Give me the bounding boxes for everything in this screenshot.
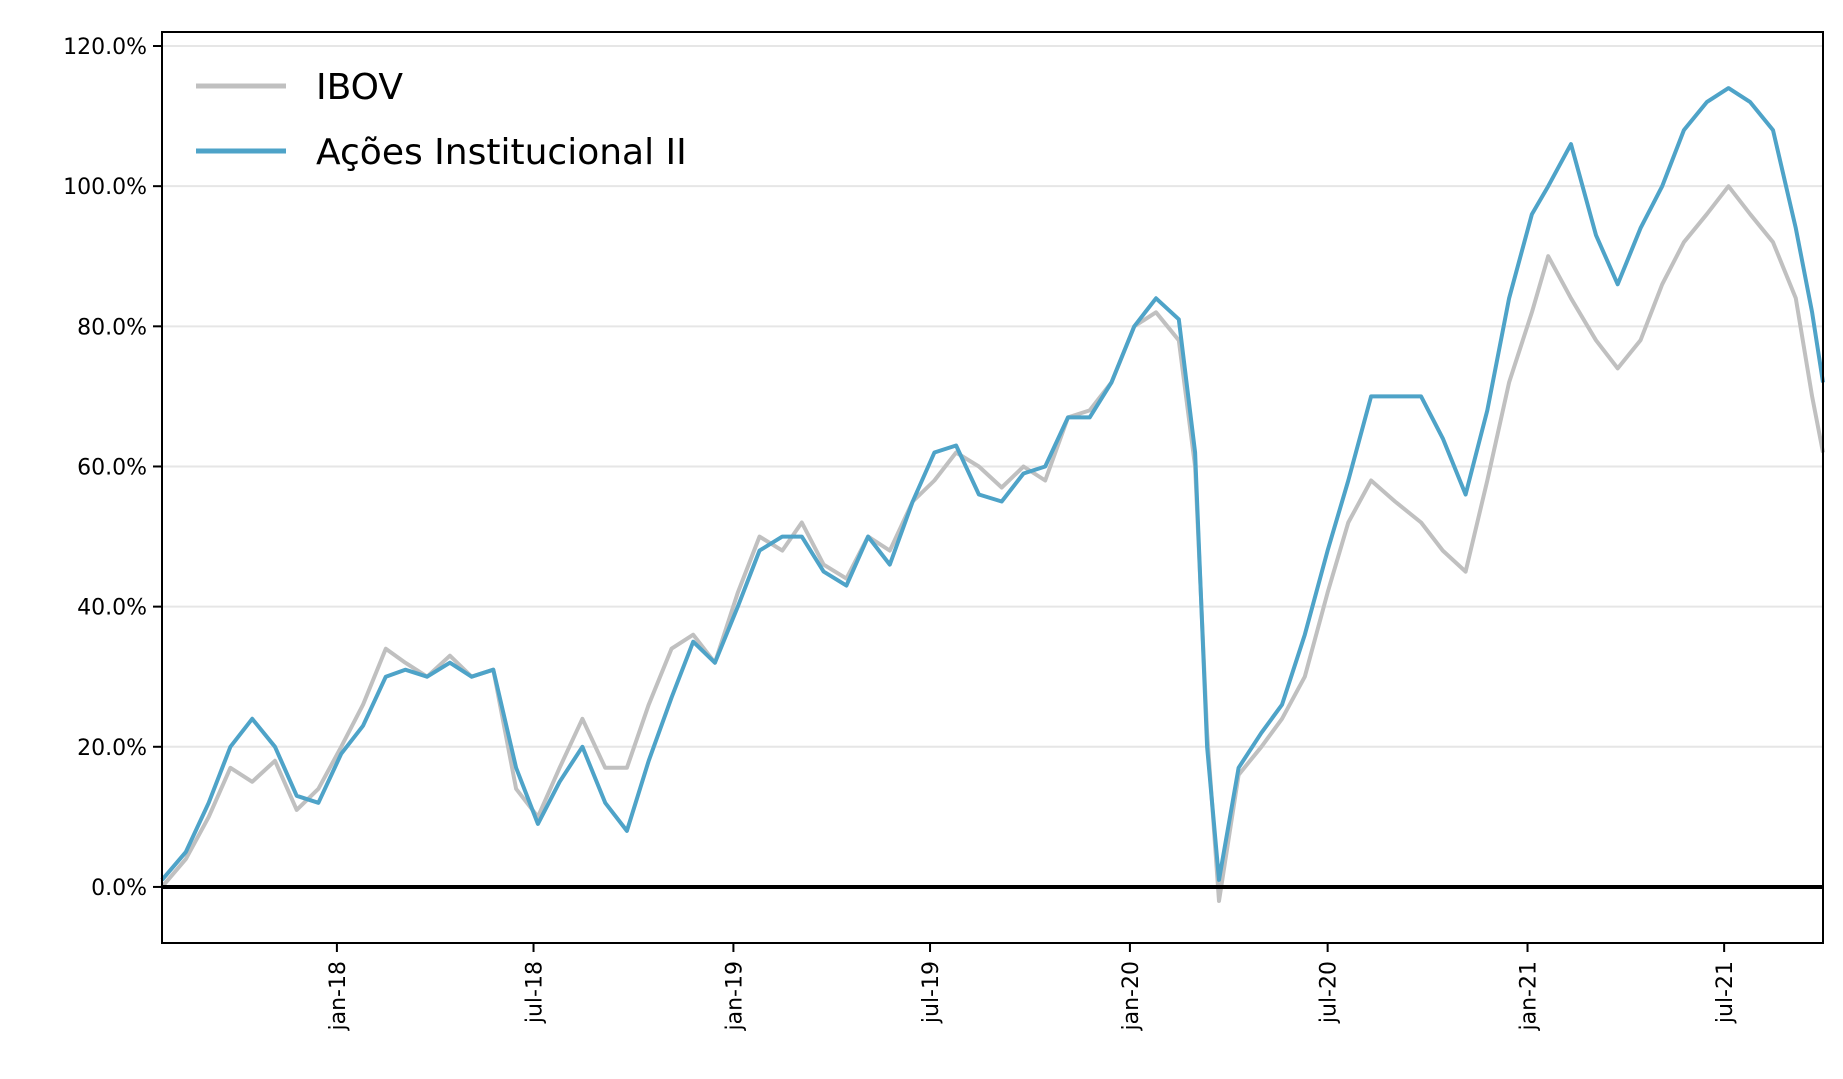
x-tick-label-2: jan-19 xyxy=(722,961,747,1031)
x-tick-label-5: jul-20 xyxy=(1317,961,1342,1024)
legend-label-acoes-institucional-ii: Ações Institucional II xyxy=(316,132,687,173)
legend-label-ibov: IBOV xyxy=(316,67,403,108)
y-tick-label-5: 100.0% xyxy=(63,175,147,200)
x-tick-label-1: jul-18 xyxy=(523,961,548,1024)
y-tick-label-2: 40.0% xyxy=(77,596,147,621)
x-axis: jan-18 jul-18 jan-19 jul-19 jan-20 jul-20 jan-… xyxy=(326,943,1738,1031)
y-tick-label-3: 60.0% xyxy=(77,455,147,480)
x-tick-label-0: jan-18 xyxy=(326,961,351,1031)
y-tick-label-0: 0.0% xyxy=(91,876,147,901)
grid-lines xyxy=(162,45,1823,748)
y-tick-label-1: 20.0% xyxy=(77,736,147,761)
series-line-1 xyxy=(160,86,1825,882)
x-tick-label-4: jan-20 xyxy=(1119,961,1144,1031)
plot-area-frame xyxy=(161,31,1824,944)
series-line-0 xyxy=(160,184,1825,903)
y-axis: 0.0% 20.0% 40.0% 60.0% 80.0% 100.0% 120.0% xyxy=(63,35,162,901)
x-tick-label-6: jan-21 xyxy=(1517,961,1542,1031)
x-tick-label-7: jul-21 xyxy=(1713,961,1738,1024)
x-tick-label-3: jul-19 xyxy=(919,961,944,1024)
y-tick-label-6: 120.0% xyxy=(63,35,147,60)
legend: IBOV Ações Institucional II xyxy=(196,67,687,173)
series-lines xyxy=(160,86,1825,903)
y-tick-label-4: 80.0% xyxy=(77,315,147,340)
